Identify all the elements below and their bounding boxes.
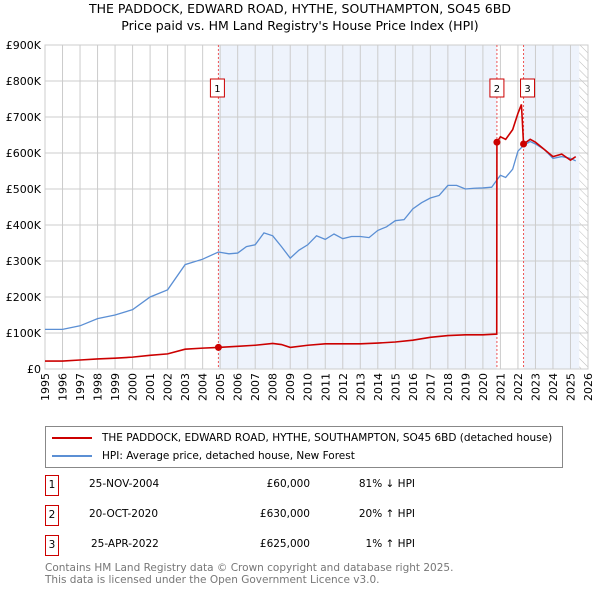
sale-marker-box (209, 78, 225, 98)
sale-marker-label: 2 (45, 505, 59, 526)
legend-swatch-blue (52, 455, 92, 457)
plot-area: 1995 1996 1997 1998 1999 2000 2001 2002 2003 2004… (6, 39, 595, 401)
y-tick-label: £700K (6, 111, 42, 124)
legend-item-property: THE PADDOCK, EDWARD ROAD, HYTHE, SOUTHAM… (52, 430, 552, 446)
sale-row-2: 2 20-OCT-2020 £630,000 20% ↑ HPI (45, 505, 545, 526)
future-hatch (579, 45, 588, 369)
x-tick-label: 1997 (74, 373, 87, 401)
x-tick-label: 1999 (109, 373, 122, 401)
y-tick-label: £900K (6, 39, 42, 52)
x-tick-label: 2021 (494, 373, 507, 401)
x-tick-label: 2025 (564, 373, 577, 401)
x-tick-label: 2007 (249, 373, 262, 401)
y-tick-label: £0 (27, 363, 41, 376)
sale-price: £60,000 (266, 478, 310, 490)
x-tick-label: 2006 (232, 373, 245, 401)
sale-hpi: 20% ↑ HPI (358, 508, 415, 520)
x-tick-label: 2000 (127, 373, 140, 401)
y-tick-label: £800K (6, 75, 42, 88)
sale-row-1: 1 25-NOV-2004 £60,000 81% ↓ HPI (45, 475, 545, 496)
chart-subtitle: Price paid vs. HM Land Registry's House … (121, 18, 479, 33)
sale-price: £630,000 (259, 508, 310, 520)
y-tick-label: £100K (6, 327, 42, 340)
sale-date: 25-APR-2022 (91, 538, 159, 550)
x-tick-label: 2016 (407, 373, 420, 401)
footer-copyright: Contains HM Land Registry data © Crown c… (45, 562, 454, 574)
sale-marker-label: 2 (494, 84, 500, 95)
sale-point (214, 343, 222, 351)
x-tick-label: 2023 (529, 373, 542, 401)
x-tick-label: 2011 (319, 373, 332, 401)
sale-point (493, 138, 501, 146)
x-tick-label: 2017 (424, 373, 437, 401)
x-tick-label: 2020 (477, 373, 490, 401)
y-tick-label: £200K (6, 291, 42, 304)
y-tick-label: £600K (6, 147, 42, 160)
x-tick-label: 2014 (372, 373, 385, 401)
sale-point (520, 140, 528, 148)
x-tick-label: 2022 (512, 373, 525, 401)
x-tick-label: 2004 (197, 373, 210, 401)
y-tick-label: £500K (6, 183, 42, 196)
sale-date: 25-NOV-2004 (89, 478, 160, 490)
plot-border (44, 44, 589, 370)
x-tick-label: 1995 (39, 373, 52, 401)
y-tick-label: £300K (6, 255, 42, 268)
legend-label: HPI: Average price, detached house, New … (102, 450, 355, 462)
series-line (45, 140, 577, 331)
x-tick-label: 2024 (547, 373, 560, 401)
x-tick-label: 2018 (442, 373, 455, 401)
chart-title: THE PADDOCK, EDWARD ROAD, HYTHE, SOUTHAM… (89, 1, 511, 16)
x-tick-label: 2013 (354, 373, 367, 401)
sale-marker-box (520, 78, 536, 98)
x-tick-label: 2003 (179, 373, 192, 401)
y-tick-label: £400K (6, 219, 42, 232)
x-tick-label: 1996 (57, 373, 70, 401)
sale-hpi: 1% ↑ HPI (365, 538, 415, 550)
x-tick-label: 2010 (302, 373, 315, 401)
sale-date: 20-OCT-2020 (89, 508, 158, 520)
sale-marker-label: 1 (214, 84, 220, 95)
x-tick-label: 2002 (162, 373, 175, 401)
legend-swatch-red (52, 437, 92, 439)
sale-row-3: 3 25-APR-2022 £625,000 1% ↑ HPI (45, 535, 545, 556)
shaded-region (523, 45, 580, 369)
legend-label: THE PADDOCK, EDWARD ROAD, HYTHE, SOUTHAM… (102, 432, 553, 444)
x-tick-label: 2026 (582, 373, 595, 401)
x-tick-label: 1998 (92, 373, 105, 401)
x-tick-label: 2001 (144, 373, 157, 401)
x-tick-label: 2008 (267, 373, 280, 401)
sale-marker-label: 1 (45, 475, 59, 496)
x-tick-label: 2015 (389, 373, 402, 401)
legend: THE PADDOCK, EDWARD ROAD, HYTHE, SOUTHAM… (45, 426, 563, 468)
sale-marker-label: 3 (524, 84, 530, 95)
sale-hpi: 81% ↓ HPI (358, 478, 415, 490)
legend-item-hpi: HPI: Average price, detached house, New … (52, 448, 355, 464)
x-tick-label: 2012 (337, 373, 350, 401)
x-tick-label: 2005 (214, 373, 227, 401)
shaded-region (218, 45, 497, 369)
sale-marker-box (489, 78, 505, 98)
footer-license: This data is licensed under the Open Gov… (45, 574, 380, 586)
sale-price: £625,000 (259, 538, 310, 550)
sale-marker-label: 3 (45, 535, 59, 556)
x-tick-label: 2019 (459, 373, 472, 401)
x-tick-label: 2009 (284, 373, 297, 401)
